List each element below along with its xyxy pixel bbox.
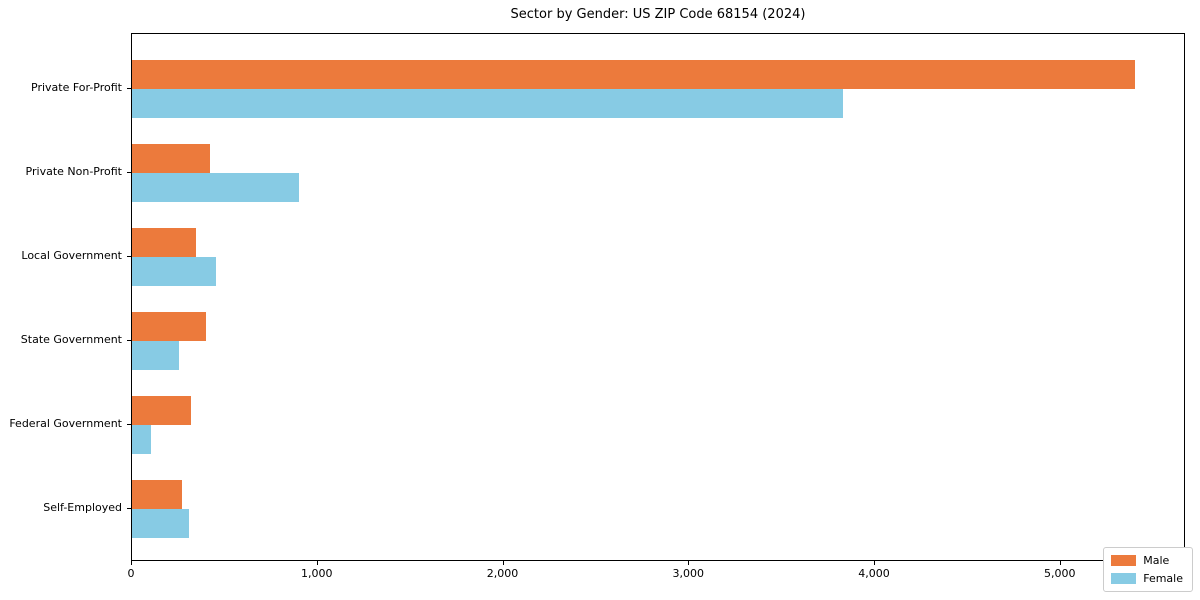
x-tick-label: 0 — [127, 567, 135, 580]
x-tick-label: 4,000 — [858, 567, 890, 580]
x-tick-label: 5,000 — [1044, 567, 1076, 580]
y-tick-mark — [127, 508, 131, 510]
x-tick-mark — [131, 561, 132, 565]
bar-female — [132, 89, 844, 119]
bar-male — [132, 144, 211, 174]
y-tick-label: Local Government — [21, 249, 122, 263]
x-tick-mark — [874, 561, 876, 565]
y-tick-mark — [127, 88, 131, 90]
legend-label-female: Female — [1143, 572, 1183, 585]
y-tick-mark — [127, 340, 131, 342]
x-tick-mark — [688, 561, 690, 565]
y-tick-label: Self-Employed — [43, 501, 122, 515]
bar-male — [132, 312, 207, 342]
bar-female — [132, 257, 216, 287]
bar-female — [132, 425, 151, 455]
legend-item-male: Male — [1111, 554, 1183, 567]
x-tick-label: 2,000 — [486, 567, 519, 580]
plot-area — [131, 33, 1185, 561]
legend-swatch-male-icon — [1111, 555, 1137, 566]
x-tick-mark — [1059, 561, 1061, 565]
bar-female — [132, 509, 189, 539]
bar-female — [132, 173, 300, 203]
x-tick-label: 1,000 — [301, 567, 333, 580]
y-tick-label: Private Non-Profit — [25, 165, 122, 179]
x-tick-mark — [316, 561, 318, 565]
chart-title: Sector by Gender: US ZIP Code 68154 (202… — [510, 7, 806, 22]
y-tick-label: Federal Government — [9, 417, 122, 431]
y-tick-label: State Government — [20, 333, 122, 347]
y-tick-mark — [127, 172, 131, 174]
y-tick-label: Private For-Profit — [31, 81, 122, 95]
bar-male — [132, 60, 1136, 90]
legend-swatch-female-icon — [1111, 573, 1137, 584]
x-tick-label: 3,000 — [672, 567, 705, 580]
bar-male — [132, 396, 192, 426]
bar-male — [132, 480, 183, 510]
bar-female — [132, 341, 180, 371]
legend: Male Female — [1103, 547, 1193, 592]
y-tick-mark — [127, 424, 131, 426]
x-tick-mark — [502, 561, 504, 565]
y-tick-mark — [127, 256, 131, 258]
bar-male — [132, 228, 197, 258]
legend-label-male: Male — [1143, 554, 1170, 567]
legend-item-female: Female — [1111, 572, 1183, 585]
